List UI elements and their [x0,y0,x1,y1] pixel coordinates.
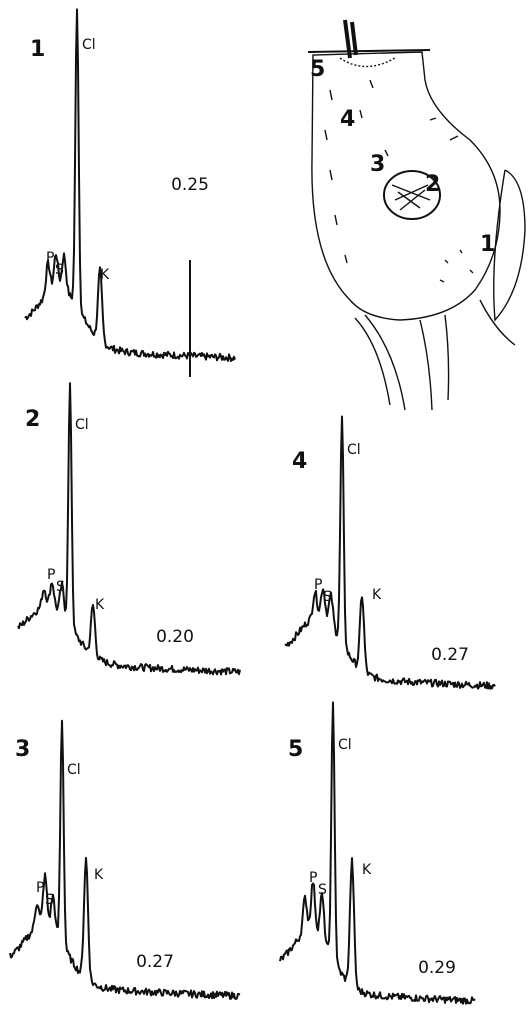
cell-region-label: 2 [425,172,440,197]
ratio-label: 0.27 [431,645,469,665]
cell-region-label: 5 [310,57,325,82]
peak-label-p: P [309,870,317,886]
peak-label-s: S [55,262,64,278]
peak-label-cl: Cl [82,37,96,53]
peak-label-cl: Cl [338,737,352,753]
spectrum-trace [17,382,241,676]
peak-label-k: K [372,587,382,603]
peak-label-cl: Cl [347,442,361,458]
panel-number: 4 [292,449,307,474]
peak-label-p: P [314,577,322,593]
peak-label-s: S [56,579,65,595]
peak-label-k: K [362,862,372,878]
ratio-label: 0.20 [156,627,194,647]
cell-region-label: 1 [480,232,495,257]
panel-number: 5 [288,737,303,762]
peak-label-cl: Cl [67,762,81,778]
peak-label-s: S [45,892,54,908]
spectrum-trace [279,701,476,1005]
cell-region-label: 3 [370,152,385,177]
peak-label-s: S [318,882,327,898]
ratio-label: 0.29 [418,958,456,978]
panel-number: 1 [30,37,45,62]
panel-number: 3 [15,737,30,762]
peak-label-s: S [323,589,332,605]
peak-label-k: K [94,867,104,883]
peak-label-p: P [47,567,55,583]
spectrum-trace [24,8,236,362]
cell-region-label: 4 [340,107,355,132]
panel-number: 2 [25,407,40,432]
peak-label-p: P [46,250,54,266]
peak-label-k: K [100,267,110,283]
ratio-label: 0.25 [171,175,209,195]
ratio-label: 0.27 [136,952,174,972]
peak-label-k: K [95,597,105,613]
peak-label-p: P [36,880,44,896]
peak-label-cl: Cl [75,417,89,433]
cell-drawing [307,19,526,411]
spectrum-trace [284,415,496,690]
spectrum-trace [9,719,241,1001]
